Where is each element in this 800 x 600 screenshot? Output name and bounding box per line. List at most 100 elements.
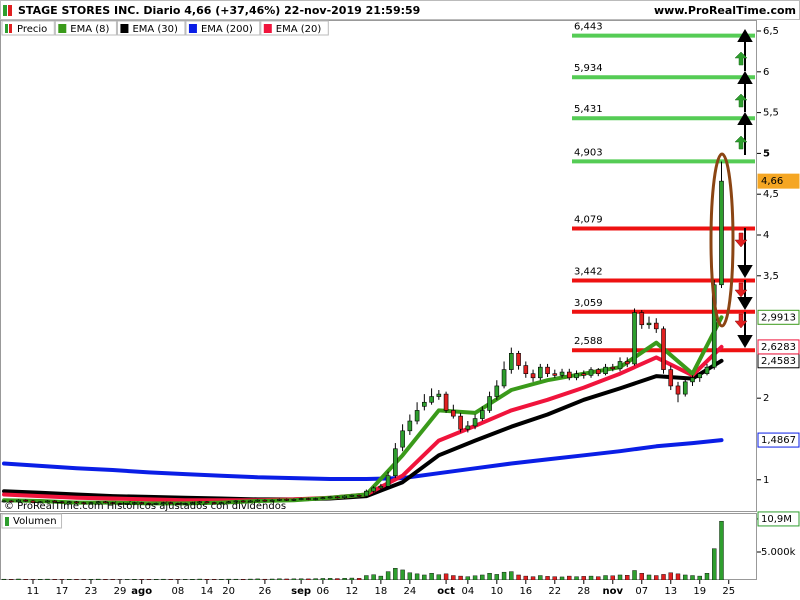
volume-bar: [248, 578, 253, 580]
candle-body: [269, 499, 275, 502]
x-tick-label: 22: [548, 586, 561, 597]
volume-bar: [458, 575, 463, 580]
candle-body: [407, 420, 413, 432]
x-tick-label: ago: [131, 586, 152, 597]
candle-body: [204, 501, 210, 504]
candle-body: [1, 500, 7, 503]
plot-frame: [0, 20, 757, 512]
candle-body: [646, 322, 652, 326]
volume-bar: [59, 579, 65, 580]
candle-body: [233, 500, 239, 503]
volume-bar: [654, 575, 659, 580]
volume-bar: [588, 575, 594, 580]
value-tag-label: 2,6283: [761, 342, 796, 353]
legend-item[interactable]: EMA (20): [260, 20, 329, 36]
legend-box: [54, 20, 117, 36]
volume-bar: [30, 579, 36, 580]
x-tick-label: oct: [437, 586, 455, 597]
annotations: [709, 29, 753, 348]
volume-bar: [465, 576, 471, 580]
plot-area: 6,443 5,934 5,431 4,903 4,079 3,442 3,059 2,588: [1, 22, 755, 506]
legend-item[interactable]: EMA (8): [54, 20, 117, 36]
volume-bar: [422, 574, 427, 580]
volume-bar: [559, 576, 565, 580]
level-label: 5,934: [574, 63, 603, 74]
source: www.ProRealTime.com: [654, 4, 796, 17]
candle-body: [443, 393, 449, 411]
volume-bar: [190, 579, 195, 580]
volume-bar: [320, 578, 326, 580]
candle-body: [168, 502, 173, 504]
legend-item[interactable]: Precio: [1, 20, 55, 36]
volume-bar: [175, 579, 181, 580]
candle-body: [632, 312, 637, 365]
candle-body: [675, 385, 681, 395]
volume-bar: [596, 576, 601, 580]
legend-label: EMA (8): [70, 24, 109, 35]
volume-bar: [451, 575, 456, 580]
volume-bar: [538, 575, 543, 580]
legend-item[interactable]: EMA (200): [185, 20, 261, 36]
candle-body: [356, 494, 362, 497]
volume-bar: [683, 574, 688, 580]
legend-label: Volumen: [13, 516, 57, 527]
y-tick-label: 6: [763, 67, 769, 78]
volume-bar: [364, 575, 369, 580]
volume-bar: [197, 578, 202, 580]
volume-bar: [617, 574, 623, 580]
candle-body: [59, 501, 65, 504]
volume-bar: [38, 579, 43, 580]
volume-bar: [9, 579, 14, 580]
volume-bar: [668, 572, 673, 580]
legend-swatch: [263, 24, 272, 33]
volume-bar: [23, 579, 28, 580]
candle-body: [74, 501, 79, 504]
legend-swatch: [58, 24, 67, 33]
candle-body: [516, 353, 521, 366]
volume-bar: [161, 578, 166, 580]
y-tick-label: 3,5: [763, 271, 779, 282]
candle-body: [103, 501, 108, 504]
volume-bar: [74, 579, 79, 580]
candle-body: [704, 366, 710, 375]
volume-bar: [313, 578, 318, 580]
candle-body: [465, 425, 471, 430]
level-label: 5,431: [574, 104, 603, 115]
volume-bar: [414, 573, 420, 580]
value-tag-label: 1,4867: [761, 435, 796, 446]
candle-body: [88, 502, 94, 504]
y-tick-label: 4,5: [763, 189, 779, 200]
candle-body: [175, 503, 181, 505]
candle-body: [603, 366, 608, 375]
volume-bar: [378, 575, 384, 580]
candle-body: [494, 385, 500, 397]
volume-bar: [639, 573, 644, 580]
legend-item[interactable]: EMA (30): [116, 20, 186, 36]
legend-label: EMA (200): [201, 24, 253, 35]
value-tag-label: 4,66: [761, 176, 783, 187]
volume-bar: [255, 578, 260, 580]
candle-body: [574, 373, 579, 379]
volume-bar: [625, 575, 630, 580]
volume-bar: [240, 579, 246, 580]
candle-body: [690, 377, 695, 383]
volume-bar: [168, 579, 173, 580]
volume-bar: [393, 568, 398, 580]
volume-bar: [690, 575, 695, 580]
volume-bar: [719, 520, 724, 580]
legend-box: [185, 20, 261, 36]
volume-bar: [545, 576, 550, 580]
volume-bar: [371, 574, 376, 580]
volume-bar: [494, 574, 500, 580]
candle-body: [146, 503, 152, 505]
legend-box: [1, 513, 63, 529]
volume-bar: [67, 579, 72, 580]
candle-body: [385, 475, 391, 487]
legend-box: [116, 20, 186, 36]
volume-bar: [226, 578, 231, 580]
candle-body: [262, 499, 268, 502]
candle-body: [23, 499, 29, 502]
x-tick-label: sep: [291, 586, 311, 597]
